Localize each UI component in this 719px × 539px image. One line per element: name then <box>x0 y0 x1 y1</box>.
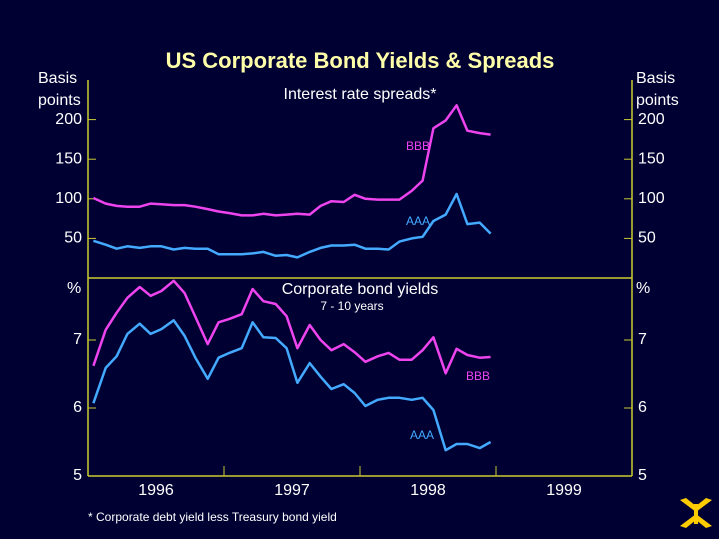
y2-tick-label: 100 <box>638 190 665 207</box>
panel-subtitle: 7 - 10 years <box>320 299 383 313</box>
y2-tick-label: 50 <box>638 230 656 247</box>
y-tick-label: 100 <box>55 190 82 207</box>
series-line <box>92 319 492 452</box>
y-tick-label: 150 <box>55 150 82 167</box>
x-tick-label: 1997 <box>274 482 310 499</box>
y2-tick-label: 200 <box>638 111 665 128</box>
panel-title: Corporate bond yields <box>282 281 439 298</box>
series-line <box>92 104 491 217</box>
y-tick-label: 7 <box>73 331 82 348</box>
y2-tick-label: 150 <box>638 150 665 167</box>
series-line <box>92 279 491 375</box>
series-label: AAA <box>410 428 434 442</box>
y-axis-title: Basis points <box>38 70 81 109</box>
y-tick-label: 200 <box>55 111 82 128</box>
y2-tick-label: 5 <box>638 467 647 484</box>
y-axis-title: % <box>67 280 82 297</box>
y-tick-label: 50 <box>64 230 82 247</box>
footnote: * Corporate debt yield less Treasury bon… <box>88 510 337 524</box>
x-tick-label: 1998 <box>410 482 446 499</box>
y2-tick-label: 7 <box>638 331 647 348</box>
y2-axis-title: % <box>636 280 651 297</box>
series-label: BBB <box>466 369 490 383</box>
x-tick-label: 1999 <box>546 482 582 499</box>
y2-tick-label: 6 <box>638 399 647 416</box>
x-tick-label: 1996 <box>138 482 174 499</box>
panel-title: Interest rate spreads* <box>284 86 437 103</box>
logo <box>680 498 712 528</box>
series-line <box>93 192 492 259</box>
series-label: AAA <box>406 214 430 228</box>
chart-title: US Corporate Bond Yields & Spreads <box>166 48 555 73</box>
y-tick-label: 5 <box>73 467 82 484</box>
y2-axis-title: Basis points <box>636 70 679 109</box>
y-tick-label: 6 <box>73 399 82 416</box>
series-label: BBB <box>406 139 430 153</box>
